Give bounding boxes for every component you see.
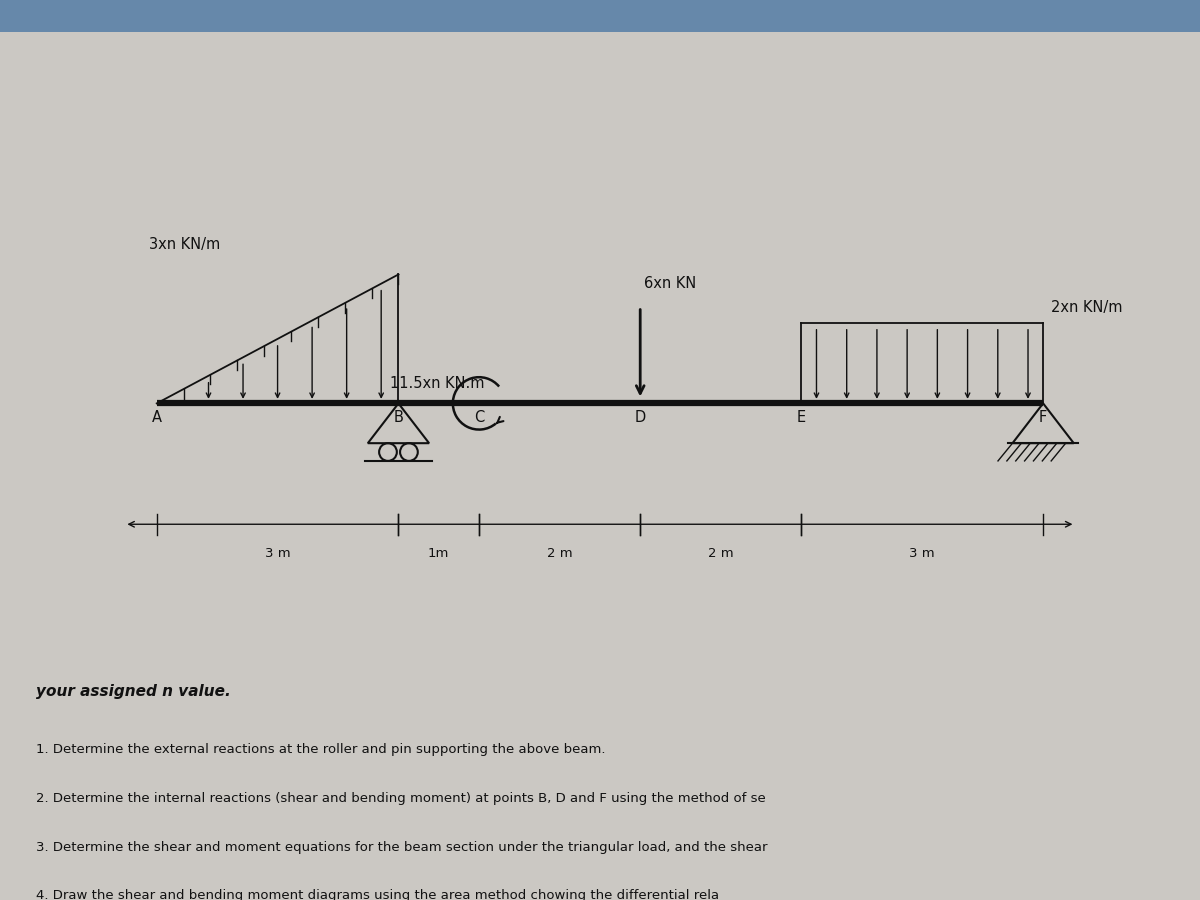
Text: 2xn KN/m: 2xn KN/m [1051, 300, 1123, 315]
Text: your assigned n value.: your assigned n value. [36, 684, 230, 699]
Text: E: E [797, 410, 806, 425]
Text: 4. Draw the shear and bending moment diagrams using the area method chowing the : 4. Draw the shear and bending moment dia… [36, 889, 719, 900]
Text: 1m: 1m [428, 547, 450, 560]
Text: 1. Determine the external reactions at the roller and pin supporting the above b: 1. Determine the external reactions at t… [36, 743, 605, 756]
Text: 3xn KN/m: 3xn KN/m [149, 237, 220, 252]
Text: 2 m: 2 m [547, 547, 572, 560]
Text: 3 m: 3 m [265, 547, 290, 560]
Text: 3 m: 3 m [910, 547, 935, 560]
Text: B: B [394, 410, 403, 425]
Text: C: C [474, 410, 484, 425]
Text: 6xn KN: 6xn KN [644, 275, 696, 291]
Text: 2 m: 2 m [708, 547, 733, 560]
Text: F: F [1039, 410, 1048, 425]
Text: D: D [635, 410, 646, 425]
Text: 2. Determine the internal reactions (shear and bending moment) at points B, D an: 2. Determine the internal reactions (she… [36, 792, 766, 805]
Text: 3. Determine the shear and moment equations for the beam section under the trian: 3. Determine the shear and moment equati… [36, 841, 767, 853]
Text: 11.5xn KN.m: 11.5xn KN.m [390, 376, 485, 392]
Text: A: A [151, 410, 162, 425]
